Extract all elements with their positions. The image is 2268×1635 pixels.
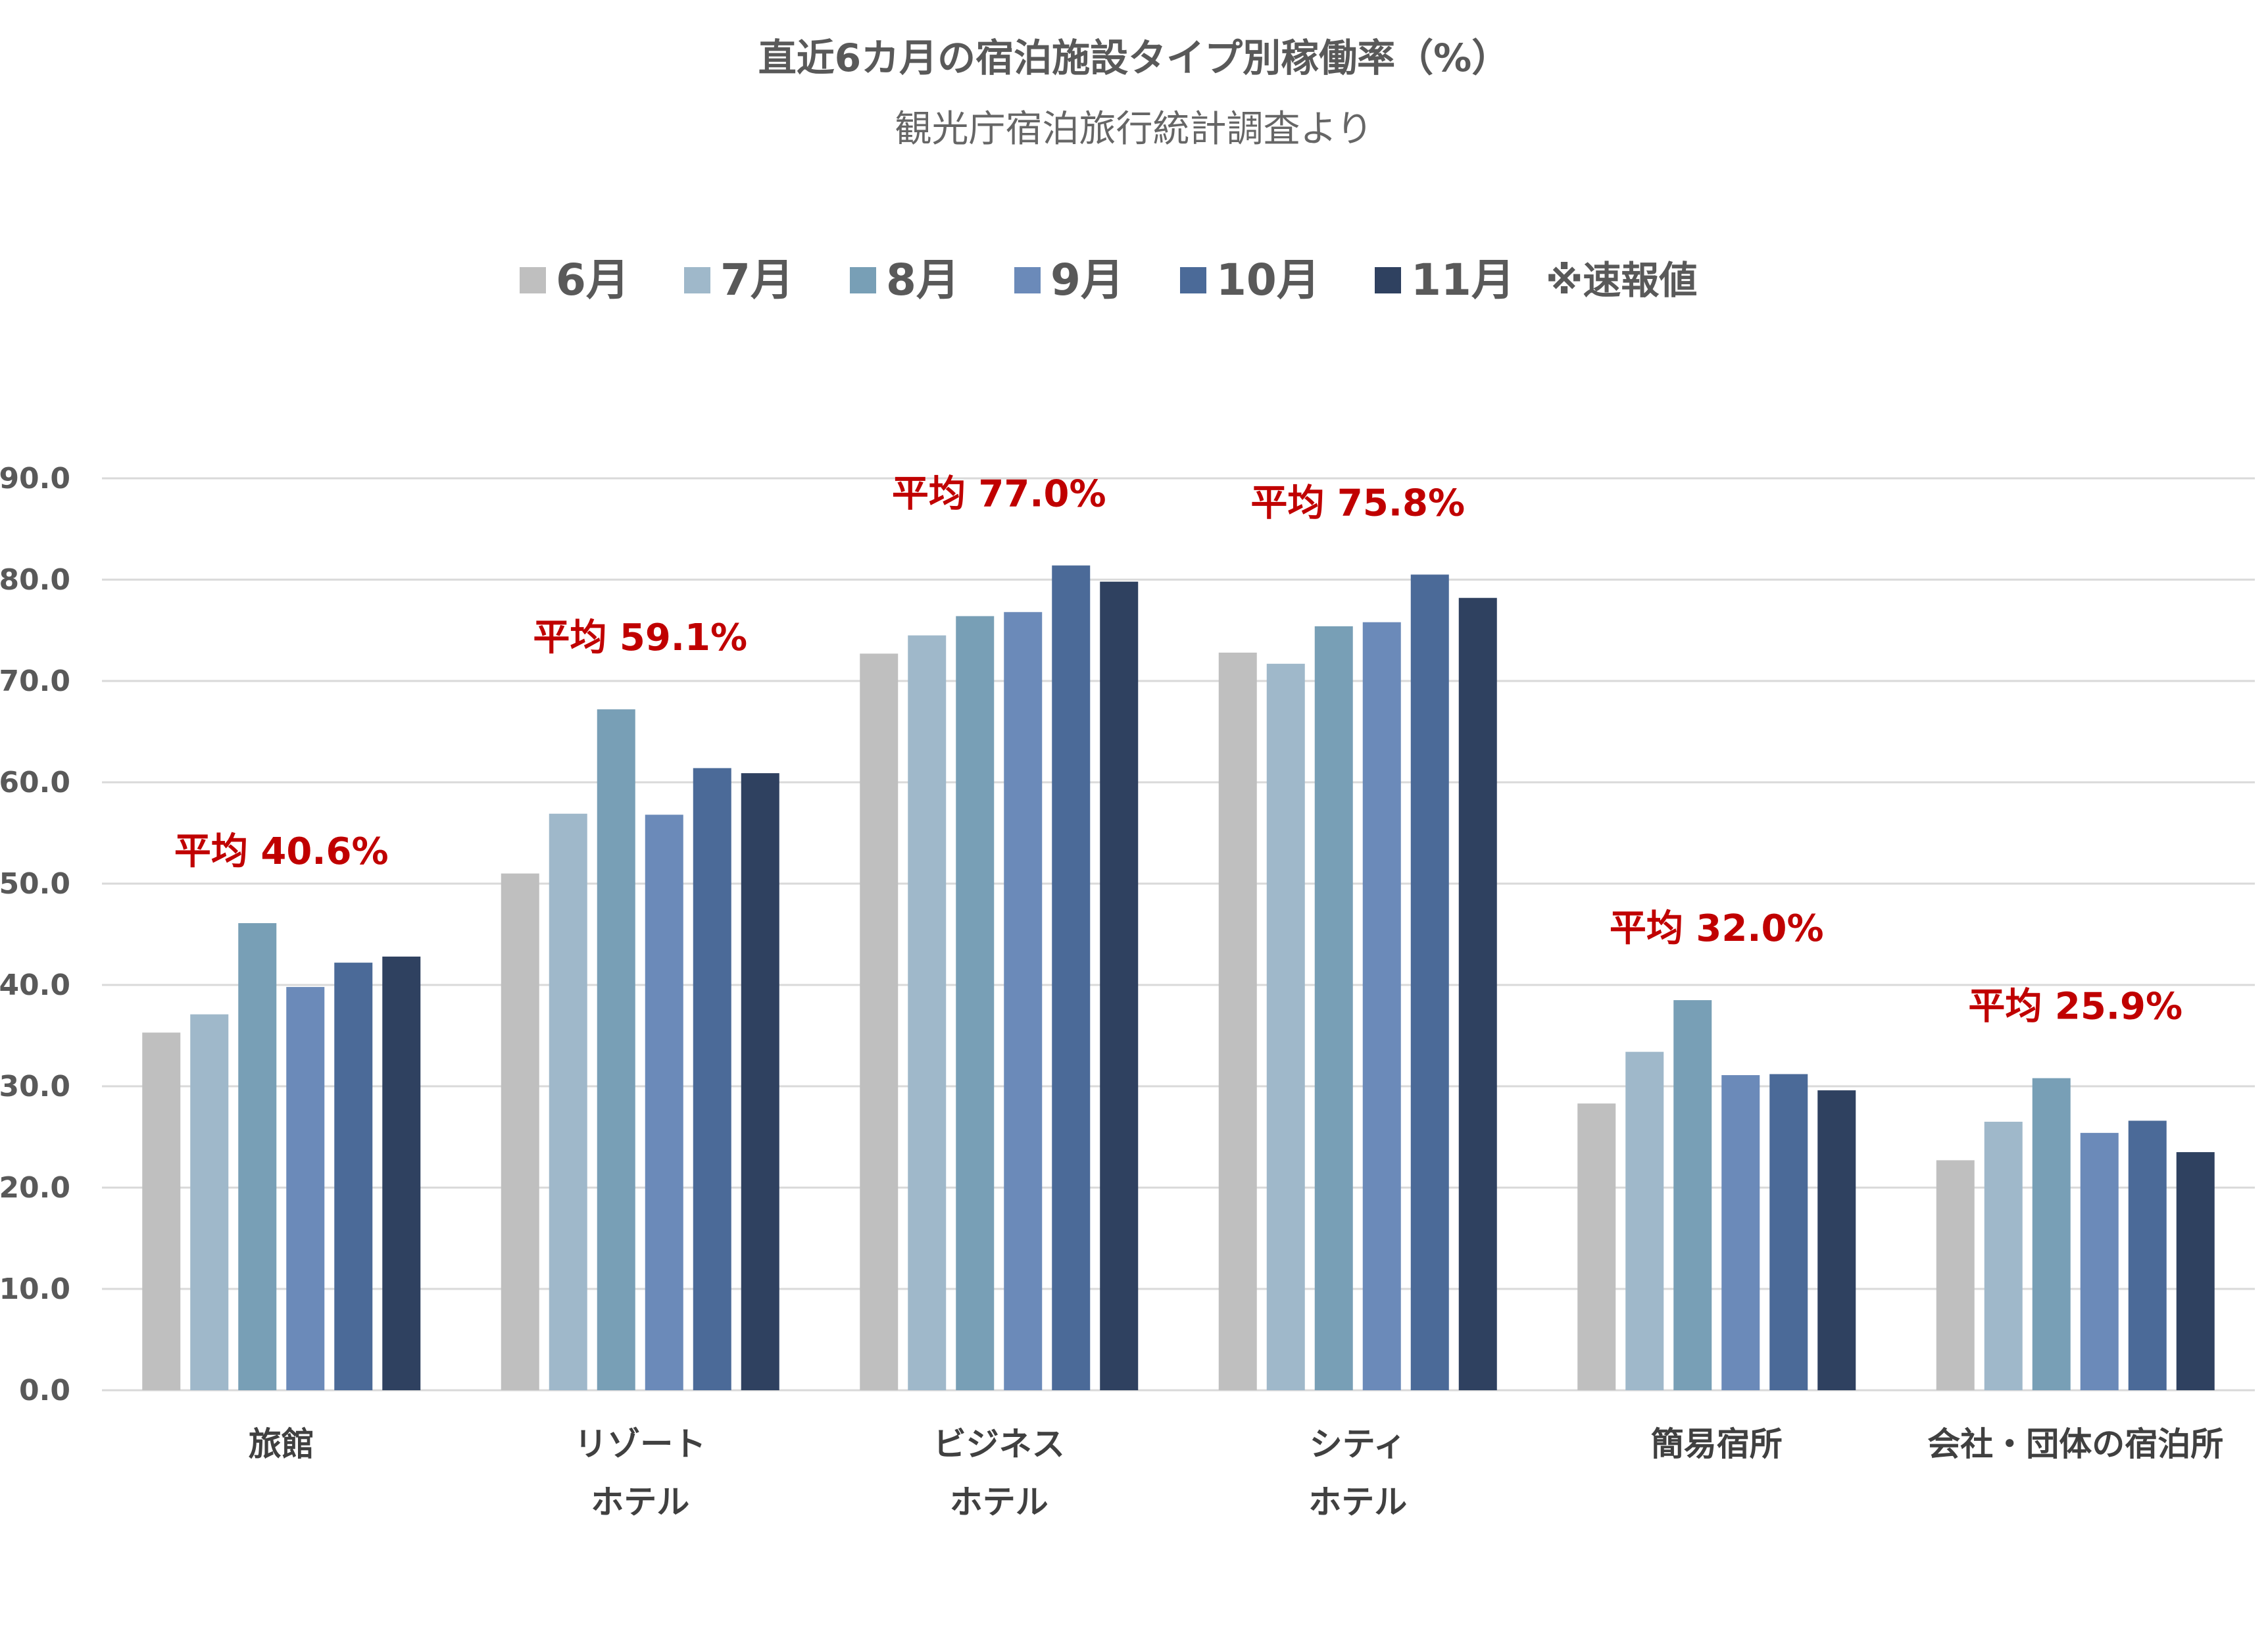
y-tick-label: 30.0	[0, 1070, 70, 1103]
bar	[2032, 1078, 2071, 1390]
legend-swatch	[520, 267, 546, 293]
bar	[597, 709, 635, 1390]
legend-swatch	[1180, 267, 1206, 293]
bar	[2176, 1152, 2215, 1390]
y-tick-label: 50.0	[0, 867, 70, 901]
bar	[190, 1014, 229, 1390]
bar	[334, 963, 373, 1390]
bar	[142, 1032, 181, 1390]
bar	[1100, 582, 1139, 1390]
bar	[1052, 565, 1091, 1391]
y-tick-label: 70.0	[0, 665, 70, 698]
bar	[1817, 1090, 1856, 1390]
category-label: ビジネス	[933, 1425, 1065, 1463]
bars	[142, 565, 2215, 1391]
bar	[956, 616, 995, 1391]
y-tick-label: 90.0	[0, 462, 70, 495]
bar	[741, 773, 779, 1390]
legend-swatch	[850, 267, 876, 293]
bar	[860, 653, 899, 1391]
bar	[1984, 1121, 2023, 1390]
average-annotations: 平均 40.6% 平均 59.1% 平均 77.0% 平均 75.8% 平均 32.0%…	[174, 472, 2182, 1028]
category-label: 簡易宿所	[1651, 1425, 1783, 1463]
category-label: ホテル	[950, 1483, 1048, 1521]
average-label: 平均 77.0%	[892, 472, 1106, 515]
y-tick-label: 80.0	[0, 563, 70, 597]
bar	[1936, 1160, 1975, 1390]
bar	[1314, 626, 1353, 1390]
bar	[1625, 1051, 1664, 1390]
bar	[1410, 574, 1449, 1390]
average-label: 平均 75.8%	[1250, 482, 1465, 524]
y-tick-label: 40.0	[0, 968, 70, 1002]
bar	[693, 768, 731, 1390]
legend-label: 11月	[1411, 255, 1515, 305]
y-tick-label: 20.0	[0, 1171, 70, 1205]
bar	[1218, 652, 1257, 1390]
bar	[238, 923, 277, 1390]
average-label: 平均 25.9%	[1968, 986, 2182, 1028]
average-label: 平均 59.1%	[533, 616, 747, 659]
legend: 6月 7月 8月 9月 10月 11月 ※速報値	[520, 255, 1697, 305]
bar	[549, 813, 587, 1390]
bar	[1769, 1074, 1808, 1390]
bar	[1458, 597, 1497, 1390]
y-tick-label: 0.0	[19, 1374, 70, 1407]
category-label: 会社・団体の宿泊所	[1927, 1425, 2223, 1463]
bar	[2080, 1132, 2119, 1390]
bar	[382, 956, 421, 1390]
bar	[908, 635, 947, 1391]
average-label: 平均 32.0%	[1610, 907, 1824, 950]
category-label: ホテル	[591, 1483, 689, 1521]
grid: 90.0 80.0 70.0 60.0 50.0 40.0 30.0 20.0 10.0 0.0	[0, 462, 2255, 1407]
bar	[1721, 1075, 1760, 1390]
legend-swatch	[1014, 267, 1041, 293]
legend-swatch	[1375, 267, 1401, 293]
bar	[286, 987, 325, 1390]
category-label: 旅館	[249, 1425, 314, 1463]
bar	[1266, 663, 1305, 1390]
legend-label: 7月	[720, 255, 794, 305]
legend-label: 6月	[556, 255, 629, 305]
bar	[1362, 622, 1401, 1391]
chart-subtitle: 観光庁宿泊旅行統計調査より	[895, 108, 1373, 151]
bar	[1577, 1103, 1616, 1390]
bar	[645, 815, 683, 1390]
legend-label: 10月	[1216, 255, 1320, 305]
legend-swatch	[684, 267, 710, 293]
chart-title: 直近6カ月の宿泊施設タイプ別稼働率（%）	[758, 36, 1510, 80]
legend-label: 9月	[1050, 255, 1124, 305]
bar	[501, 873, 539, 1390]
y-tick-label: 60.0	[0, 766, 70, 799]
legend-note: ※速報値	[1546, 258, 1697, 303]
category-label: シティ	[1310, 1425, 1406, 1463]
bar	[1673, 1000, 1712, 1390]
legend-label: 8月	[886, 255, 960, 305]
bar	[1004, 612, 1043, 1390]
category-label: リゾート	[574, 1425, 706, 1463]
average-label: 平均 40.6%	[174, 830, 389, 873]
category-label: ホテル	[1308, 1483, 1407, 1521]
bar	[2128, 1120, 2167, 1390]
y-tick-label: 10.0	[0, 1272, 70, 1306]
